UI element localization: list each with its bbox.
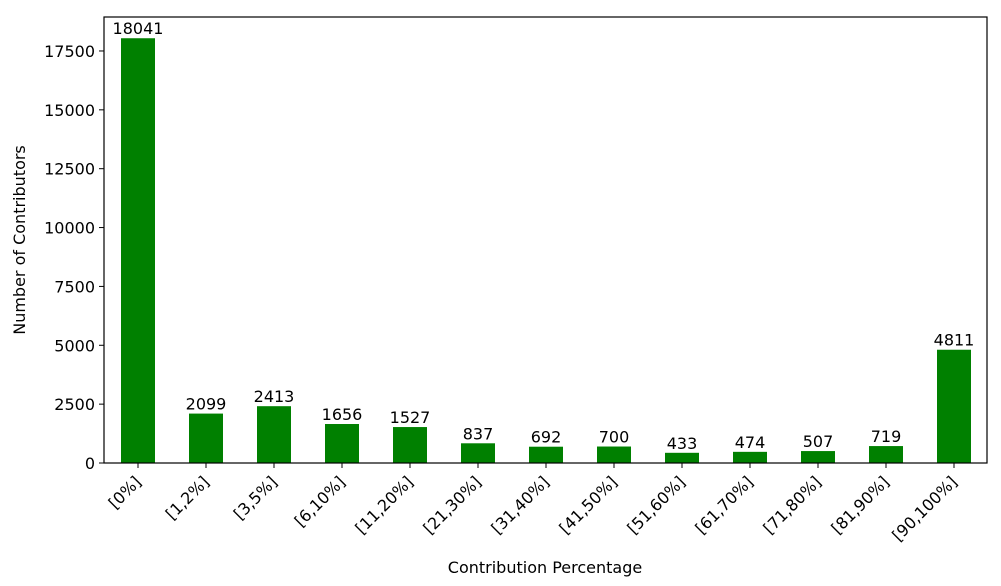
bar-value-label: 507 bbox=[803, 432, 834, 451]
bar bbox=[461, 443, 495, 463]
bar bbox=[393, 427, 427, 463]
bar bbox=[325, 424, 359, 463]
bar bbox=[121, 38, 155, 464]
y-tick-label: 2500 bbox=[54, 395, 95, 414]
y-tick-label: 10000 bbox=[44, 219, 95, 238]
y-tick-label: 0 bbox=[85, 454, 95, 473]
y-tick-label: 12500 bbox=[44, 160, 95, 179]
bar-value-label: 4811 bbox=[934, 331, 975, 350]
bar bbox=[189, 413, 223, 463]
bars-group bbox=[121, 38, 971, 464]
bar bbox=[733, 451, 767, 463]
bar-value-label: 719 bbox=[871, 427, 902, 446]
y-axis-ticks: 0 2500 5000 7500 10000 12500 15000 17500 bbox=[44, 42, 104, 473]
bar-value-label: 837 bbox=[463, 424, 494, 443]
bar bbox=[257, 406, 291, 463]
bar-value-label: 700 bbox=[599, 428, 630, 447]
y-tick-label: 15000 bbox=[44, 101, 95, 120]
y-tick-label: 7500 bbox=[54, 277, 95, 296]
y-tick-label: 17500 bbox=[44, 42, 95, 61]
bar bbox=[665, 452, 699, 463]
bar bbox=[597, 446, 631, 463]
y-tick-label: 5000 bbox=[54, 336, 95, 355]
bar bbox=[869, 446, 903, 463]
bar-value-label: 692 bbox=[531, 428, 562, 447]
bar-value-label: 2099 bbox=[186, 395, 227, 414]
bar-value-label: 2413 bbox=[254, 387, 295, 406]
bar bbox=[529, 446, 563, 463]
bar-value-label: 474 bbox=[735, 433, 766, 452]
bar-value-label: 433 bbox=[667, 434, 698, 453]
bar bbox=[801, 451, 835, 463]
bar-value-label: 18041 bbox=[113, 19, 164, 38]
y-axis-title: Number of Contributors bbox=[10, 145, 29, 335]
x-axis-title: Contribution Percentage bbox=[448, 558, 642, 577]
bar bbox=[937, 349, 971, 463]
bar-value-label: 1656 bbox=[322, 405, 363, 424]
bar-labels-group: 18041 2099 2413 1656 1527 837 692 700 433 474 507 7… bbox=[113, 19, 975, 453]
bar-value-label: 1527 bbox=[390, 408, 431, 427]
